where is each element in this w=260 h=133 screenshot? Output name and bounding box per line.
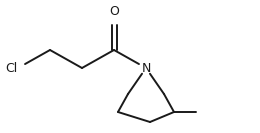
Text: N: N [141, 61, 151, 74]
Text: Cl: Cl [6, 61, 18, 74]
Text: O: O [109, 5, 119, 18]
